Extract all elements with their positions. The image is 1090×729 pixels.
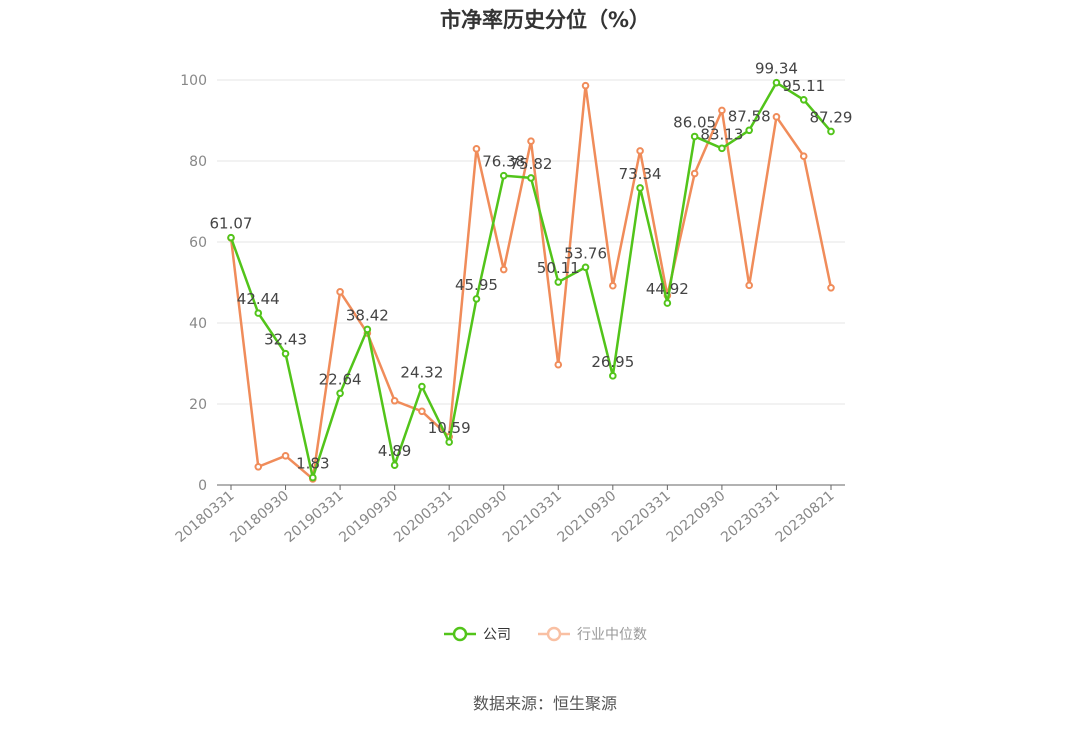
- x-tick-label: 20190331: [282, 488, 347, 546]
- data-point: [445, 438, 453, 446]
- y-tick-label: 20: [189, 397, 207, 413]
- legend: 公司 行业中位数: [0, 624, 1090, 644]
- data-label: 73.34: [619, 165, 662, 183]
- data-point: [254, 309, 263, 317]
- data-point: [609, 281, 617, 290]
- data-label: 44.92: [646, 280, 689, 298]
- x-tick-label: 20210930: [555, 488, 620, 546]
- data-label: 95.11: [782, 77, 825, 95]
- data-label: 4.89: [378, 442, 411, 460]
- data-label: 45.95: [455, 276, 498, 294]
- data-label: 86.05: [673, 113, 716, 131]
- data-point: [227, 233, 235, 242]
- legend-item-company[interactable]: 公司: [443, 624, 511, 644]
- data-point: [390, 461, 399, 469]
- data-label: 22.64: [319, 370, 362, 388]
- data-point: [718, 144, 726, 153]
- data-label: 10.59: [428, 419, 471, 437]
- legend-line-icon: [444, 626, 476, 642]
- data-point: [527, 137, 535, 145]
- data-point: [690, 132, 699, 141]
- data-label: 87.58: [728, 107, 771, 125]
- x-tick-label: 20180930: [227, 488, 292, 546]
- data-point: [663, 299, 672, 307]
- x-tick-label: 20200331: [391, 488, 456, 546]
- data-label: 24.32: [400, 364, 443, 382]
- data-point: [472, 295, 481, 303]
- data-label: 26.95: [591, 353, 634, 371]
- data-point: [309, 473, 317, 482]
- data-label: 99.34: [755, 60, 798, 78]
- data-labels: 61.07 42.44 32.43 1.83 22.64 38.42 4.89 24.32 10…: [210, 60, 853, 473]
- data-label: 38.42: [346, 306, 389, 324]
- data-label: 32.43: [264, 331, 307, 349]
- data-point: [254, 462, 263, 471]
- data-point: [827, 127, 835, 136]
- data-point: [772, 113, 781, 121]
- x-tick-label: 20210331: [500, 488, 565, 546]
- data-point: [554, 278, 563, 286]
- data-point: [772, 78, 781, 87]
- legend-label: 行业中位数: [577, 627, 647, 643]
- data-point: [363, 325, 372, 334]
- x-tick-label: 20190930: [336, 488, 401, 546]
- x-tick-label: 20180331: [173, 488, 238, 546]
- data-label: 76.38: [482, 153, 525, 171]
- data-point: [799, 152, 808, 160]
- legend-item-industry-median[interactable]: 行业中位数: [537, 624, 647, 644]
- data-point: [609, 372, 617, 380]
- data-point: [472, 145, 481, 153]
- data-point: [390, 396, 399, 405]
- x-tick-label: 20220930: [664, 488, 729, 546]
- grid-lines: [217, 79, 845, 405]
- data-label: 42.44: [237, 290, 280, 308]
- data-label: 75.82: [510, 155, 553, 173]
- data-label: 87.29: [810, 108, 853, 126]
- data-point: [527, 174, 535, 182]
- y-tick-label: 0: [198, 478, 207, 494]
- axes: 0 20 40 60 80 100 2018033120180930201903312019…: [173, 73, 845, 546]
- data-point: [336, 389, 344, 398]
- data-point: [636, 184, 644, 192]
- x-tick-label: 20230331: [718, 488, 783, 546]
- data-point: [636, 147, 644, 155]
- data-label: 50.11: [537, 259, 580, 277]
- data-point: [690, 169, 699, 178]
- data-label: 83.13: [700, 125, 743, 143]
- data-point: [418, 407, 426, 416]
- y-tick-label: 80: [189, 154, 207, 170]
- y-tick-label: 60: [189, 235, 207, 251]
- legend-label: 公司: [483, 627, 511, 643]
- data-point: [554, 360, 563, 369]
- data-point: [336, 288, 344, 296]
- data-label: 1.83: [296, 455, 329, 473]
- data-point: [581, 81, 590, 90]
- data-point: [499, 265, 508, 274]
- data-label: 61.07: [210, 215, 253, 233]
- y-tick-label: 40: [189, 316, 207, 332]
- legend-line-icon: [538, 626, 570, 642]
- x-tick-label: 20230821: [773, 488, 838, 546]
- data-point: [499, 171, 508, 180]
- data-point: [745, 281, 753, 290]
- series-lines: [227, 78, 835, 483]
- y-tick-label: 100: [180, 73, 207, 89]
- data-point: [799, 96, 808, 104]
- data-point: [281, 452, 290, 460]
- data-point: [581, 263, 590, 272]
- data-point: [745, 126, 753, 135]
- data-point: [281, 349, 290, 358]
- data-source: 数据来源：恒生聚源: [472, 694, 617, 713]
- data-label: 53.76: [564, 244, 607, 262]
- data-point: [718, 106, 726, 115]
- x-tick-label: 20200930: [445, 488, 510, 546]
- data-point: [418, 382, 426, 391]
- data-point: [827, 283, 835, 292]
- x-tick-label: 20220331: [609, 488, 674, 546]
- chart-title: 市净率历史分位（%）: [439, 8, 651, 32]
